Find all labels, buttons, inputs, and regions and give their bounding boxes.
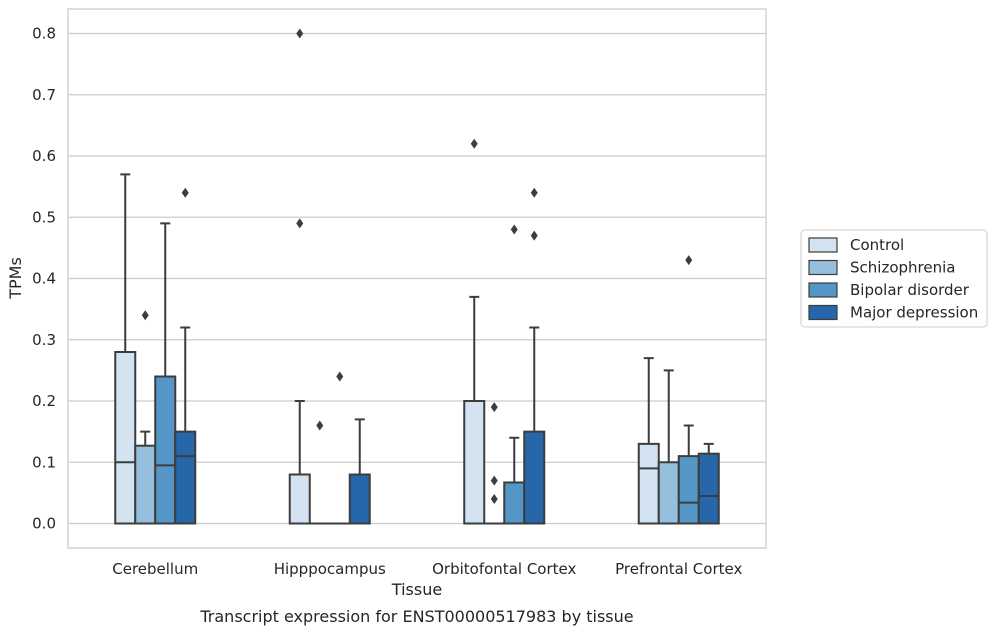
y-tick-label: 0.4 (32, 270, 56, 288)
y-tick-label: 0.7 (32, 86, 56, 104)
legend-frame (800, 229, 988, 328)
legend-swatch (808, 304, 838, 321)
outlier-point (490, 475, 498, 486)
y-axis-label: TPMs (6, 257, 25, 300)
y-tick-label: 0.1 (32, 453, 56, 471)
outlier-point (296, 218, 304, 229)
outlier-point (141, 310, 149, 321)
box-bipolar-disorder (677, 255, 700, 525)
legend-label: Schizophrenia (850, 259, 955, 277)
x-tick-label: Prefrontal Cortex (615, 560, 742, 578)
outlier-point (336, 371, 344, 382)
box-bipolar-disorder (328, 371, 351, 525)
y-tick-label: 0.8 (32, 25, 56, 43)
outlier-point (510, 224, 518, 235)
box-body (134, 444, 157, 525)
box-body (463, 400, 486, 525)
legend-label: Control (850, 236, 904, 254)
outlier-point (490, 402, 498, 413)
y-tick-label: 0.3 (32, 331, 56, 349)
box-bipolar-disorder (154, 222, 177, 525)
outlier-point (296, 28, 304, 39)
box-major-depression (697, 442, 720, 525)
box-body (288, 473, 311, 525)
box-major-depression (174, 187, 197, 525)
box-major-depression (348, 418, 371, 525)
y-tick-label: 0.2 (32, 392, 56, 410)
x-tick-label: Cerebellum (112, 560, 198, 578)
outlier-point (316, 420, 324, 431)
box-major-depression (523, 187, 546, 525)
box-control (463, 138, 486, 525)
box-control (288, 28, 311, 525)
outlier-point (470, 138, 478, 149)
y-tick-label: 0.6 (32, 147, 56, 165)
box-body (523, 430, 546, 525)
chart-caption: Transcript expression for ENST0000051798… (199, 607, 633, 626)
legend-swatch (808, 282, 838, 298)
x-tick-label: Orbitofontal Cortex (432, 560, 576, 578)
box-body (114, 351, 137, 525)
x-axis-label: Tissue (391, 580, 442, 599)
y-tick-label: 0.5 (32, 208, 56, 226)
box-schizophrenia (657, 369, 680, 525)
box-body (677, 455, 700, 525)
legend-label: Bipolar disorder (850, 281, 970, 299)
legend: Control Schizophrenia Bipolar disorder Majo… (800, 229, 988, 328)
outlier-point (530, 230, 538, 241)
legend-label: Major depression (850, 304, 978, 322)
box-body (174, 430, 197, 525)
box-body (657, 461, 680, 525)
box-body (154, 375, 177, 525)
box-body (503, 481, 526, 525)
box-schizophrenia (308, 420, 331, 525)
box-schizophrenia (483, 402, 506, 525)
outlier-point (685, 255, 693, 266)
box-body (637, 442, 660, 525)
legend-swatch (808, 259, 838, 276)
box-groups (114, 28, 720, 525)
y-tick-labels: 0.0 0.1 0.2 0.3 0.4 0.5 0.6 0.7 0.8 (32, 25, 56, 533)
x-tick-label: Hipppocampus (274, 560, 386, 578)
x-tick-labels: Cerebellum Hipppocampus Orbitofontal Corte… (112, 560, 742, 578)
outlier-point (490, 494, 498, 504)
outlier-point (530, 187, 538, 198)
box-body (697, 452, 720, 525)
legend-swatch (808, 237, 838, 253)
box-control (114, 173, 137, 525)
box-bipolar-disorder (503, 224, 526, 525)
box-body (348, 473, 371, 525)
box-control (637, 357, 660, 525)
outlier-point (181, 187, 189, 198)
y-tick-label: 0.0 (32, 515, 56, 533)
plot-frame (67, 8, 767, 549)
box-schizophrenia (134, 310, 157, 525)
